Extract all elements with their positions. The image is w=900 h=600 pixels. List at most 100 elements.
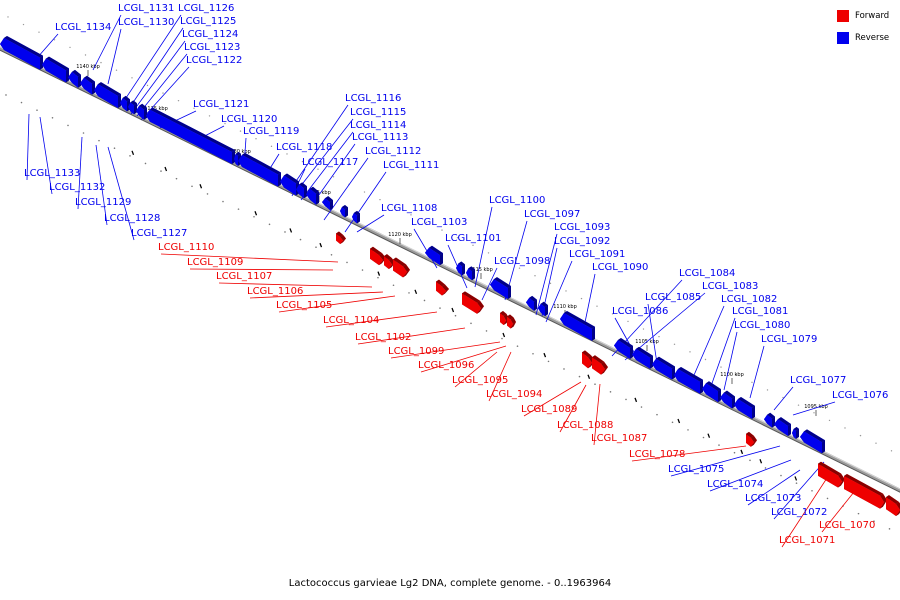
gene-LCGL_1121[interactable] (146, 107, 235, 164)
gene-LCGL_1076[interactable] (774, 417, 791, 436)
gene-label[interactable]: LCGL_1078 (629, 449, 685, 460)
gene-label[interactable]: LCGL_1112 (365, 146, 421, 157)
gene-label[interactable]: LCGL_1077 (790, 375, 846, 386)
gene-LCGL_1072[interactable] (800, 429, 825, 454)
gene-label[interactable]: LCGL_1093 (554, 222, 610, 233)
gene-LCGL_1098[interactable] (466, 266, 475, 281)
gene-LCGL_1118[interactable] (280, 173, 299, 196)
gene-LCGL_1086[interactable] (614, 338, 633, 359)
gene-label[interactable]: LCGL_1134 (55, 22, 111, 33)
gene-LCGL_1111[interactable] (340, 204, 348, 218)
gene-label[interactable]: LCGL_1072 (771, 507, 827, 518)
gene-LCGL_1110[interactable] (336, 231, 346, 244)
gene-label[interactable]: LCGL_1103 (411, 217, 467, 228)
gene-LCGL_1100[interactable] (490, 277, 511, 299)
gene-LCGL_1083[interactable] (674, 367, 703, 394)
gene-label[interactable]: LCGL_1102 (355, 332, 411, 343)
gene-LCGL_1126[interactable] (80, 75, 95, 95)
gene-label[interactable]: LCGL_1117 (302, 157, 358, 168)
gene-LCGL_1082[interactable] (702, 381, 721, 403)
gene-label[interactable]: LCGL_1084 (679, 268, 735, 279)
gene-LCGL_1091[interactable] (560, 311, 595, 341)
gene-LCGL_1075[interactable] (792, 426, 799, 439)
gene-label[interactable]: LCGL_1114 (350, 120, 406, 131)
gene-label[interactable]: LCGL_1086 (612, 306, 668, 317)
gene-LCGL_1099[interactable] (500, 311, 509, 326)
gene-label[interactable]: LCGL_1096 (418, 360, 474, 371)
gene-label[interactable]: LCGL_1079 (761, 334, 817, 345)
gene-label[interactable]: LCGL_1129 (75, 197, 131, 208)
gene-label[interactable]: LCGL_1095 (452, 375, 508, 386)
gene-label[interactable]: LCGL_1073 (745, 493, 801, 504)
gene-label[interactable]: LCGL_1080 (734, 320, 790, 331)
gene-LCGL_1102[interactable] (462, 291, 484, 314)
gene-LCGL_1084[interactable] (652, 356, 675, 380)
gene-LCGL_1130[interactable] (68, 69, 81, 88)
gene-label[interactable]: LCGL_1105 (276, 300, 332, 311)
gene-LCGL_1125[interactable] (94, 82, 121, 108)
gene-label[interactable]: LCGL_1092 (554, 236, 610, 247)
gene-label[interactable]: LCGL_1128 (104, 213, 160, 224)
gene-label[interactable]: LCGL_1071 (779, 535, 835, 546)
gene-LCGL_1093[interactable] (538, 301, 548, 317)
gene-label[interactable]: LCGL_1133 (24, 168, 80, 179)
gene-LCGL_1096[interactable] (507, 314, 516, 329)
gene-label[interactable]: LCGL_1108 (381, 203, 437, 214)
gene-label[interactable]: LCGL_1113 (352, 132, 408, 143)
gene-label[interactable]: LCGL_1125 (180, 16, 236, 27)
gene-label[interactable]: LCGL_1087 (591, 433, 647, 444)
gene-label[interactable]: LCGL_1082 (721, 294, 777, 305)
gene-label[interactable]: LCGL_1099 (388, 346, 444, 357)
gene-LCGL_1116[interactable] (306, 186, 319, 205)
gene-label[interactable]: LCGL_1100 (489, 195, 545, 206)
gene-LCGL_1122[interactable] (136, 103, 147, 120)
gene-label[interactable]: LCGL_1091 (569, 249, 625, 260)
gene-label[interactable]: LCGL_1085 (645, 292, 701, 303)
gene-label[interactable]: LCGL_1098 (494, 256, 550, 267)
gene-label[interactable]: LCGL_1109 (187, 257, 243, 268)
gene-LCGL_1104[interactable] (436, 279, 449, 296)
gene-LCGL_1134[interactable] (0, 36, 43, 70)
gene-label[interactable]: LCGL_1122 (186, 55, 242, 66)
gene-LCGL_1078[interactable] (746, 431, 757, 447)
gene-LCGL_1108[interactable] (352, 210, 360, 224)
gene-LCGL_1105[interactable] (393, 257, 410, 278)
gene-label[interactable]: LCGL_1119 (243, 126, 299, 137)
gene-LCGL_1081[interactable] (720, 390, 735, 409)
gene-LCGL_1088[interactable] (592, 355, 608, 375)
gene-label[interactable]: LCGL_1097 (524, 209, 580, 220)
gene-LCGL_1071[interactable] (818, 461, 845, 488)
gene-LCGL_1097[interactable] (526, 295, 537, 311)
gene-label[interactable]: LCGL_1127 (131, 228, 187, 239)
gene-label[interactable]: LCGL_1123 (184, 42, 240, 53)
gene-LCGL_1113[interactable] (322, 196, 333, 211)
gene-LCGL_1070[interactable] (844, 473, 887, 509)
gene-LCGL_1119[interactable] (238, 152, 281, 187)
gene-label[interactable]: LCGL_1075 (668, 464, 724, 475)
gene-label[interactable]: LCGL_1088 (557, 420, 613, 431)
gene-LCGL_1123[interactable] (128, 100, 137, 115)
gene-LCGL_1103[interactable] (425, 245, 443, 266)
gene-LCGL_1107[interactable] (370, 246, 386, 266)
gene-label[interactable]: LCGL_1076 (832, 390, 888, 401)
gene-label[interactable]: LCGL_1074 (707, 479, 763, 490)
gene-LCGL_1131[interactable] (42, 56, 69, 83)
gene-LCGL_1101[interactable] (456, 261, 465, 276)
gene-LCGL_1073[interactable] (886, 495, 900, 516)
gene-label[interactable]: LCGL_1121 (193, 99, 249, 110)
gene-label[interactable]: LCGL_1115 (350, 107, 406, 118)
gene-label[interactable]: LCGL_1106 (247, 286, 303, 297)
gene-label[interactable]: LCGL_1130 (118, 17, 174, 28)
gene-label[interactable]: LCGL_1118 (276, 142, 332, 153)
gene-label[interactable]: LCGL_1070 (819, 520, 875, 531)
gene-label[interactable]: LCGL_1132 (49, 182, 105, 193)
gene-LCGL_1085[interactable] (632, 346, 653, 369)
gene-label[interactable]: LCGL_1081 (732, 306, 788, 317)
gene-label[interactable]: LCGL_1110 (158, 242, 214, 253)
gene-label[interactable]: LCGL_1089 (521, 404, 577, 415)
gene-label[interactable]: LCGL_1124 (182, 29, 238, 40)
gene-label[interactable]: LCGL_1083 (702, 281, 758, 292)
gene-label[interactable]: LCGL_1111 (383, 160, 439, 171)
gene-label[interactable]: LCGL_1126 (178, 3, 234, 14)
gene-label[interactable]: LCGL_1101 (445, 233, 501, 244)
